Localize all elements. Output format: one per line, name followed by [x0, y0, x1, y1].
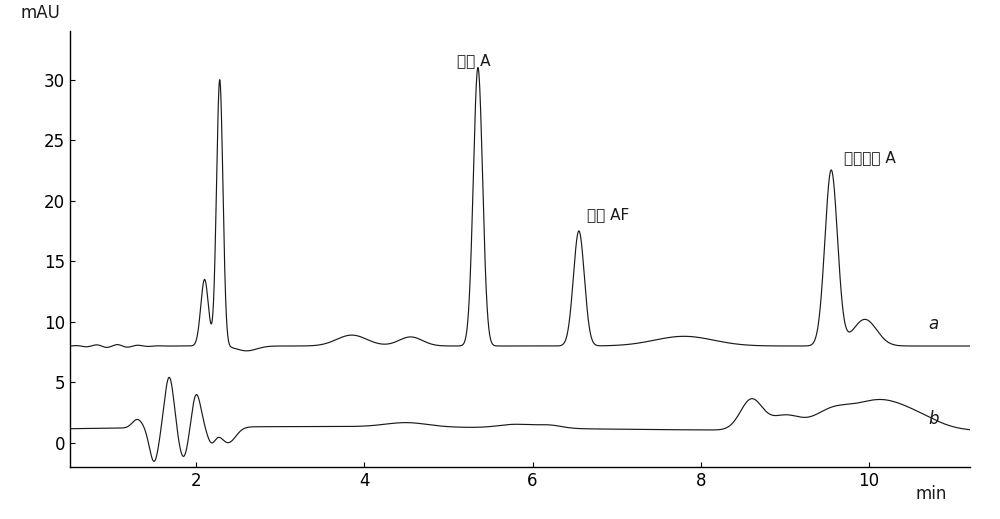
Text: 双酚 A: 双酚 A	[457, 53, 490, 68]
Text: 四溄双酚 A: 四溄双酚 A	[844, 150, 896, 165]
Text: min: min	[915, 485, 947, 503]
Text: b: b	[928, 409, 938, 428]
Text: mAU: mAU	[20, 5, 60, 22]
Text: a: a	[928, 315, 938, 333]
Text: 双酚 AF: 双酚 AF	[587, 207, 630, 222]
